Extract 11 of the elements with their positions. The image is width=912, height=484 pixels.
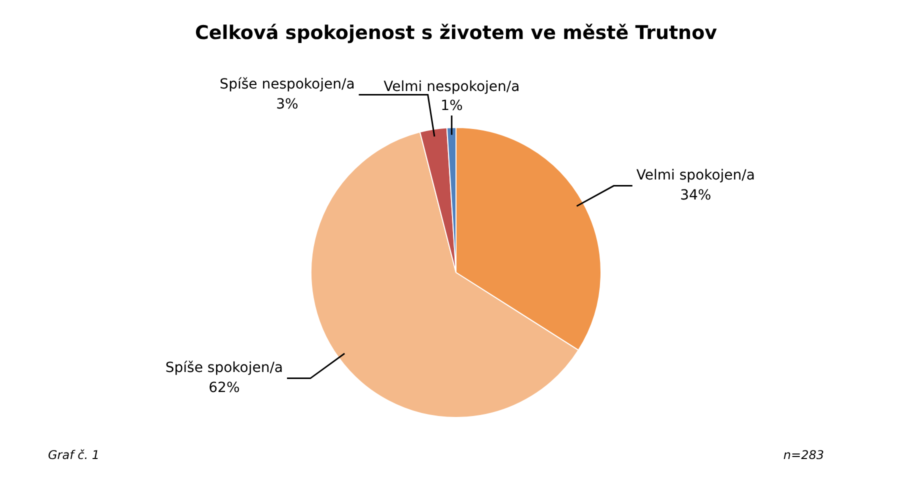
data-label: 62%	[208, 380, 240, 396]
text: n=283	[783, 448, 824, 462]
data-label: 34%	[680, 187, 712, 204]
slice-label: Spíše nespokojen/a	[220, 76, 355, 92]
chart-title: Celková spokojenost s životem ve městě Trutnov	[194, 21, 718, 46]
data-label: 3%	[276, 96, 298, 112]
text: Graf č. 1	[48, 448, 100, 462]
slice-label: Velmi spokojen/a	[636, 167, 755, 184]
slice-label: Velmi nespokojen/a	[384, 79, 520, 96]
slice-label: Spíše spokojen/a	[165, 360, 284, 376]
data-label: 1%	[440, 98, 463, 114]
